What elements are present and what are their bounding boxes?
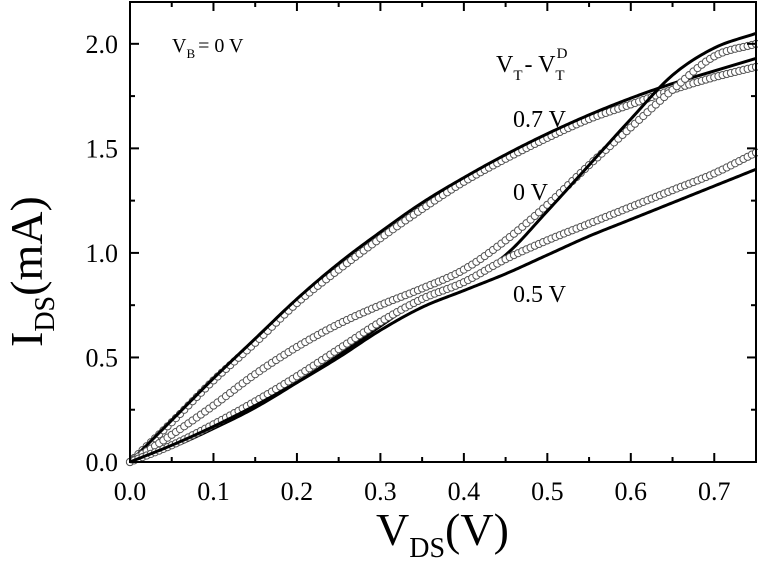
x-axis-subscript: DS (409, 533, 445, 564)
legend-title-vtd-sup: D (557, 46, 568, 62)
x-tick-label: 0.6 (615, 477, 648, 506)
y-tick-label: 1.5 (86, 134, 119, 163)
bias-value: = 0 V (198, 35, 244, 57)
bias-subscript: B (186, 46, 195, 61)
x-axis-symbol: V (376, 504, 409, 555)
curve-label-0-7v: 0.7 V (513, 107, 567, 133)
x-tick-label: 0.4 (448, 477, 481, 506)
x-tick-label: 0.2 (281, 477, 314, 506)
y-axis-label: IDS(mA) (1, 196, 61, 347)
x-tick-label: 0.3 (364, 477, 397, 506)
y-tick-label: 0.5 (86, 343, 119, 372)
plot-frame (129, 1, 757, 463)
plot-area (125, 31, 758, 467)
series-0-v (125, 31, 758, 467)
series-0-5-v (125, 148, 758, 467)
curve-label-0v: 0 V (513, 180, 549, 206)
bias-annotation: VB = 0 V (172, 35, 244, 61)
legend-title-mid: - V (525, 52, 557, 78)
x-axis-label: VDS(V) (376, 504, 509, 564)
x-axis-unit: (V) (445, 504, 509, 555)
annotations: VB = 0 V VT- VTD 0.7 V 0 V 0.5 V IDS(mA) … (1, 35, 568, 564)
series-0-7-v (125, 57, 758, 467)
y-axis-symbol: I (1, 332, 52, 347)
y-tick-label: 2.0 (86, 30, 119, 59)
y-tick-label: 0.0 (86, 448, 119, 477)
x-tick-label: 0.0 (114, 477, 147, 506)
legend-title-vt-sub: T (513, 68, 522, 84)
legend-title-vtd-sub: T (555, 68, 564, 84)
x-tick-label: 0.7 (698, 477, 731, 506)
bias-symbol: V (172, 35, 187, 57)
legend-title: VT- VTD (496, 46, 568, 84)
curve-label-0-5v: 0.5 V (513, 282, 567, 308)
y-tick-label: 1.0 (86, 239, 119, 268)
fit-line (129, 167, 757, 464)
x-tick-label: 0.1 (197, 477, 230, 506)
x-tick-label: 0.5 (531, 477, 564, 506)
y-axis-subscript: DS (30, 296, 61, 332)
axes: 0.0 0.1 0.2 0.3 0.4 0.5 0.6 0.7 0.0 0.5 1.0 1.5 2.0 (86, 1, 757, 506)
fit-line (128, 57, 757, 464)
y-axis-unit: (mA) (1, 196, 52, 296)
legend-title-vt: V (496, 52, 514, 78)
